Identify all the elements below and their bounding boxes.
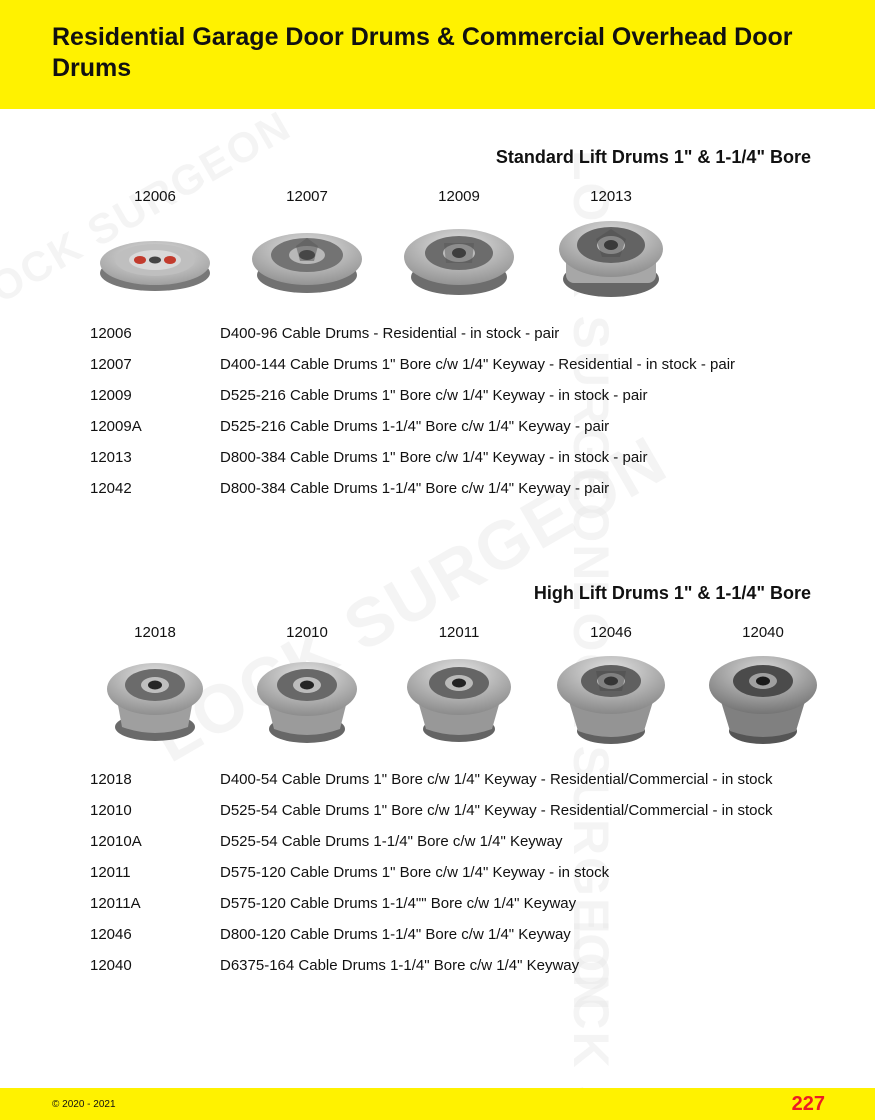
drum-product: 12009 xyxy=(394,188,524,303)
part-code: 12011A xyxy=(90,895,220,912)
part-row: 12007D400-144 Cable Drums 1" Bore c/w 1/… xyxy=(90,356,823,373)
part-row: 12013D800-384 Cable Drums 1" Bore c/w 1/… xyxy=(90,449,823,466)
part-code: 12006 xyxy=(90,325,220,342)
part-desc: D575-120 Cable Drums 1-1/4"" Bore c/w 1/… xyxy=(220,895,823,912)
part-code: 12013 xyxy=(90,449,220,466)
part-desc: D800-384 Cable Drums 1-1/4" Bore c/w 1/4… xyxy=(220,480,823,497)
part-row: 12046D800-120 Cable Drums 1-1/4" Bore c/… xyxy=(90,926,823,943)
part-desc: D800-120 Cable Drums 1-1/4" Bore c/w 1/4… xyxy=(220,926,823,943)
part-desc: D575-120 Cable Drums 1" Bore c/w 1/4" Ke… xyxy=(220,864,823,881)
drum-product: 12013 xyxy=(546,188,676,303)
part-row: 12040D6375-164 Cable Drums 1-1/4" Bore c… xyxy=(90,957,823,974)
drum-product: 12046 xyxy=(546,624,676,749)
drum-image-row: 12018 12010 xyxy=(52,624,823,749)
drum-icon xyxy=(394,649,524,749)
drum-label: 12007 xyxy=(286,188,328,205)
part-code: 12009A xyxy=(90,418,220,435)
part-row: 12011D575-120 Cable Drums 1" Bore c/w 1/… xyxy=(90,864,823,881)
part-row: 12018D400-54 Cable Drums 1" Bore c/w 1/4… xyxy=(90,771,823,788)
drum-label: 12010 xyxy=(286,624,328,641)
drum-label: 12013 xyxy=(590,188,632,205)
drum-product: 12040 xyxy=(698,624,828,749)
part-row: 12010D525-54 Cable Drums 1" Bore c/w 1/4… xyxy=(90,802,823,819)
part-code: 12010 xyxy=(90,802,220,819)
part-row: 12006D400-96 Cable Drums - Residential -… xyxy=(90,325,823,342)
page-title: Residential Garage Door Drums & Commerci… xyxy=(52,22,845,85)
drum-product: 12006 xyxy=(90,188,220,303)
drum-image-row: 12006 12007 xyxy=(52,188,823,303)
drum-product: 12010 xyxy=(242,624,372,749)
part-row: 12010AD525-54 Cable Drums 1-1/4" Bore c/… xyxy=(90,833,823,850)
part-desc: D400-96 Cable Drums - Residential - in s… xyxy=(220,325,823,342)
drum-icon xyxy=(394,213,524,303)
part-desc: D6375-164 Cable Drums 1-1/4" Bore c/w 1/… xyxy=(220,957,823,974)
part-desc: D800-384 Cable Drums 1" Bore c/w 1/4" Ke… xyxy=(220,449,823,466)
drum-product: 12018 xyxy=(90,624,220,749)
drum-label: 12040 xyxy=(742,624,784,641)
part-code: 12046 xyxy=(90,926,220,943)
part-code: 12010A xyxy=(90,833,220,850)
page-number: 227 xyxy=(792,1093,825,1116)
drum-icon xyxy=(242,213,372,303)
part-code: 12042 xyxy=(90,480,220,497)
drum-icon xyxy=(90,649,220,749)
drum-icon xyxy=(546,649,676,749)
drum-label: 12018 xyxy=(134,624,176,641)
part-desc: D525-216 Cable Drums 1-1/4" Bore c/w 1/4… xyxy=(220,418,823,435)
part-code: 12040 xyxy=(90,957,220,974)
part-row: 12042D800-384 Cable Drums 1-1/4" Bore c/… xyxy=(90,480,823,497)
part-row: 12009AD525-216 Cable Drums 1-1/4" Bore c… xyxy=(90,418,823,435)
part-list: 12006D400-96 Cable Drums - Residential -… xyxy=(52,325,823,497)
part-desc: D400-144 Cable Drums 1" Bore c/w 1/4" Ke… xyxy=(220,356,823,373)
drum-icon xyxy=(546,213,676,303)
drum-label: 12009 xyxy=(438,188,480,205)
part-row: 12009D525-216 Cable Drums 1" Bore c/w 1/… xyxy=(90,387,823,404)
part-code: 12011 xyxy=(90,864,220,881)
drum-icon xyxy=(698,649,828,749)
drum-icon xyxy=(242,649,372,749)
drum-icon xyxy=(90,213,220,303)
part-desc: D525-216 Cable Drums 1" Bore c/w 1/4" Ke… xyxy=(220,387,823,404)
drum-product: 12011 xyxy=(394,624,524,749)
copyright-text: © 2020 - 2021 xyxy=(52,1099,116,1110)
part-desc: D525-54 Cable Drums 1-1/4" Bore c/w 1/4"… xyxy=(220,833,823,850)
part-desc: D525-54 Cable Drums 1" Bore c/w 1/4" Key… xyxy=(220,802,823,819)
drum-label: 12011 xyxy=(439,624,480,641)
part-code: 12009 xyxy=(90,387,220,404)
drum-label: 12006 xyxy=(134,188,176,205)
drum-product: 12007 xyxy=(242,188,372,303)
page-footer: © 2020 - 2021 227 xyxy=(0,1088,875,1120)
drum-label: 12046 xyxy=(590,624,632,641)
main-content: Standard Lift Drums 1" & 1-1/4" Bore 120… xyxy=(0,109,875,974)
part-desc: D400-54 Cable Drums 1" Bore c/w 1/4" Key… xyxy=(220,771,823,788)
part-row: 12011AD575-120 Cable Drums 1-1/4"" Bore … xyxy=(90,895,823,912)
page-banner: Residential Garage Door Drums & Commerci… xyxy=(0,0,875,109)
section-title: High Lift Drums 1" & 1-1/4" Bore xyxy=(52,583,811,604)
section-title: Standard Lift Drums 1" & 1-1/4" Bore xyxy=(52,147,811,168)
part-code: 12018 xyxy=(90,771,220,788)
part-code: 12007 xyxy=(90,356,220,373)
part-list: 12018D400-54 Cable Drums 1" Bore c/w 1/4… xyxy=(52,771,823,974)
